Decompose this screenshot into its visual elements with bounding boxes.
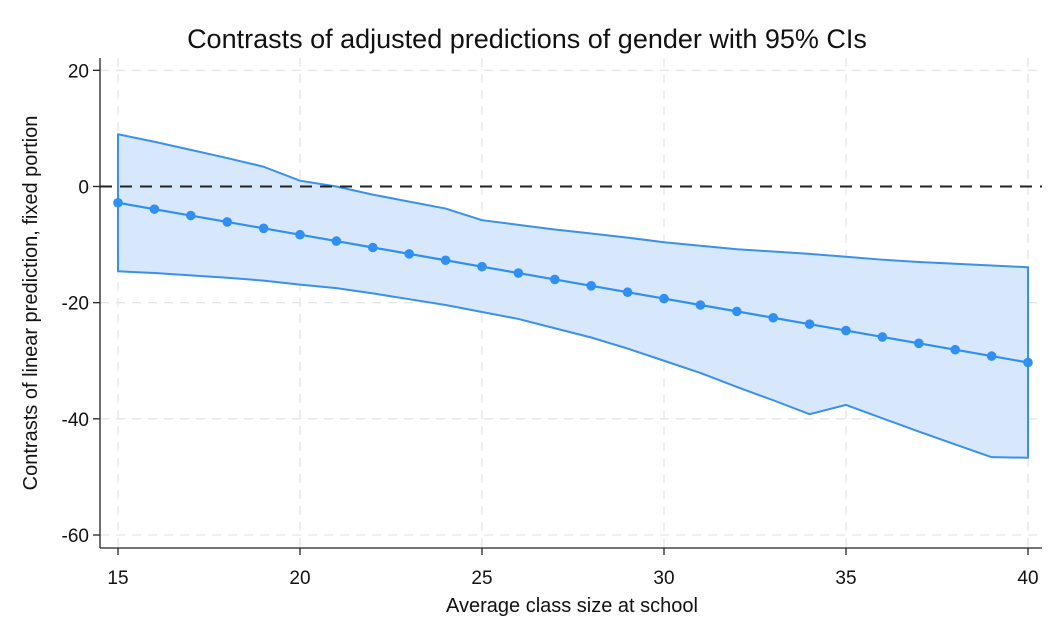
- series-point-15: [659, 293, 669, 304]
- series-point-7: [368, 242, 378, 253]
- series-point-23: [950, 344, 960, 355]
- x-axis-label: Average class size at school: [446, 595, 698, 617]
- series-point-17: [732, 306, 742, 317]
- x-tick-label-3: 30: [653, 568, 674, 589]
- x-tick-label-0: 15: [107, 568, 128, 589]
- series-line: [117, 201, 1029, 364]
- series-point-1: [149, 204, 160, 214]
- y-tick-label-4: -60: [62, 526, 89, 547]
- series-point-24: [986, 351, 997, 361]
- y-tick-label-2: -20: [62, 294, 89, 315]
- series-point-20: [841, 325, 851, 336]
- series-point-2: [186, 210, 196, 221]
- series-point-25: [1023, 357, 1033, 368]
- series-point-9: [440, 255, 451, 266]
- x-tick-label-1: 20: [289, 568, 310, 589]
- series-point-19: [804, 319, 815, 329]
- series-point-14: [622, 287, 633, 298]
- y-tick-label-1: 0: [78, 178, 89, 199]
- series-point-6: [331, 236, 342, 246]
- series-point-13: [586, 281, 596, 291]
- x-tick-label-2: 25: [471, 568, 492, 589]
- series-point-8: [404, 249, 415, 259]
- y-axis-label: Contrasts of linear prediction, fixed po…: [20, 116, 42, 491]
- series-point-16: [695, 300, 706, 310]
- series-point-21: [877, 332, 888, 342]
- series-point-0: [113, 197, 123, 208]
- chart-title: Contrasts of adjusted predictions of gen…: [187, 24, 867, 54]
- y-tick-label-3: -40: [62, 410, 89, 431]
- series-layer: [113, 197, 1033, 368]
- series-point-22: [914, 338, 924, 349]
- series-point-5: [295, 229, 305, 240]
- series-point-11: [513, 268, 524, 278]
- axis-layer: 20 0 -20 -40 -60 15 20 25 30 35 40: [62, 58, 1042, 589]
- x-tick-label-4: 35: [835, 568, 856, 589]
- confidence-band: [117, 133, 1029, 459]
- series-point-18: [768, 312, 778, 323]
- x-tick-label-5: 40: [1017, 568, 1038, 589]
- y-tick-label-0: 20: [68, 61, 89, 82]
- series-point-4: [258, 223, 269, 234]
- series-point-3: [222, 217, 232, 227]
- confidence-band-layer: [117, 133, 1029, 459]
- series-point-12: [550, 274, 560, 285]
- series-point-10: [477, 261, 487, 272]
